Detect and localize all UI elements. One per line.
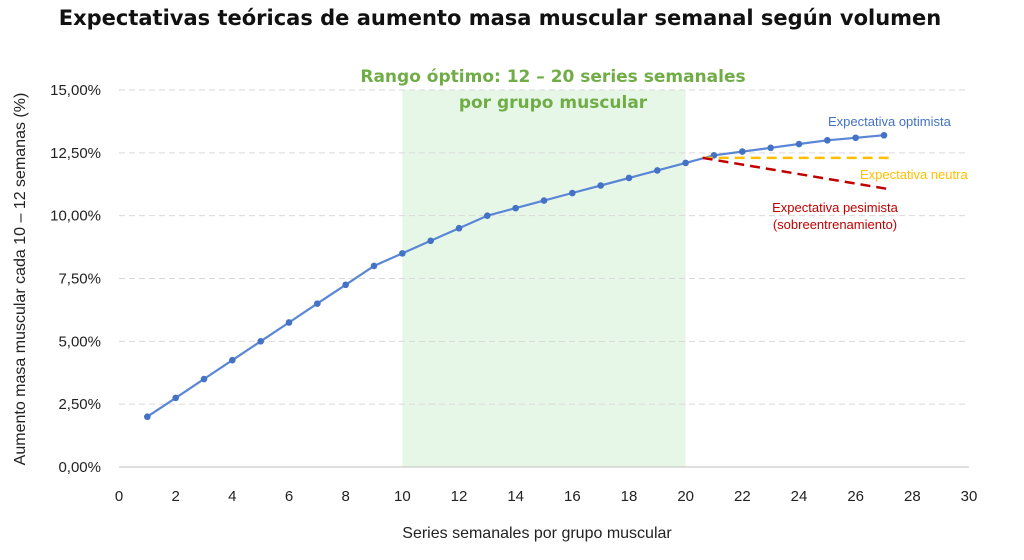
data-point [795,140,803,148]
data-point [285,319,293,326]
data-point [455,224,463,232]
data-point [427,237,434,245]
data-point [370,262,378,270]
y-tick-label: 12,50% [50,145,101,162]
x-tick-label: 18 [621,488,638,505]
axes: 0,00% 2,50% 5,00% 7,50% 10,00% 12,50% 15,00% 0 2… [50,82,977,505]
data-point [399,250,406,257]
x-tick-label: 14 [507,488,524,505]
data-point [569,189,576,197]
annotation-neutra: Expectativa neutra [860,167,968,182]
data-point [229,356,236,364]
data-point [257,338,264,345]
data-point [852,134,859,142]
y-axis-title: Aumento masa muscular cada 10 – 12 seman… [12,93,29,466]
data-point [625,174,633,182]
y-tick-label: 15,00% [50,82,101,99]
data-point [484,212,491,219]
y-tick-label: 10,00% [50,208,101,225]
data-point [767,144,774,152]
data-point [739,148,746,155]
x-tick-label: 2 [171,488,179,505]
y-tick-label: 5,00% [58,333,101,350]
x-tick-label: 16 [564,488,581,505]
x-tick-label: 22 [734,488,751,505]
x-axis-title: Series semanales por grupo muscular [402,525,672,542]
data-point [342,281,349,289]
x-tick-label: 4 [228,488,236,505]
data-point [880,131,888,139]
series-layer [144,131,890,421]
data-point [512,204,519,212]
data-point [200,375,208,383]
x-tick-label: 6 [285,488,293,505]
annotation-optimista: Expectativa optimista [828,114,952,129]
x-tick-label: 30 [961,488,978,505]
x-tick-label: 10 [394,488,411,505]
y-tick-label: 2,50% [58,396,101,413]
data-point [824,136,831,144]
y-tick-label: 0,00% [58,459,101,476]
data-point [654,167,661,174]
annotation-pesimista-line1: Expectativa pesimista [772,200,898,215]
data-point [314,300,321,307]
x-tick-label: 24 [791,488,808,505]
x-tick-label: 26 [847,488,864,505]
optimal-range-label-line1: Rango óptimo: 12 – 20 series semanales [360,67,745,87]
annotation-pesimista-line2: (sobreentrenamiento) [773,217,897,232]
x-tick-label: 20 [677,488,694,505]
data-point [172,394,179,402]
x-tick-label: 0 [115,488,123,505]
x-tick-label: 8 [341,488,349,505]
data-point [540,197,548,204]
x-tick-label: 28 [904,488,921,505]
y-tick-label: 7,50% [58,271,101,288]
x-tick-label: 12 [451,488,468,505]
data-point [597,182,604,189]
optimal-range-label-line2: por grupo muscular [459,93,648,113]
data-point [144,413,151,421]
data-point [682,159,689,167]
chart-title: Expectativas teóricas de aumento masa mu… [58,6,942,30]
